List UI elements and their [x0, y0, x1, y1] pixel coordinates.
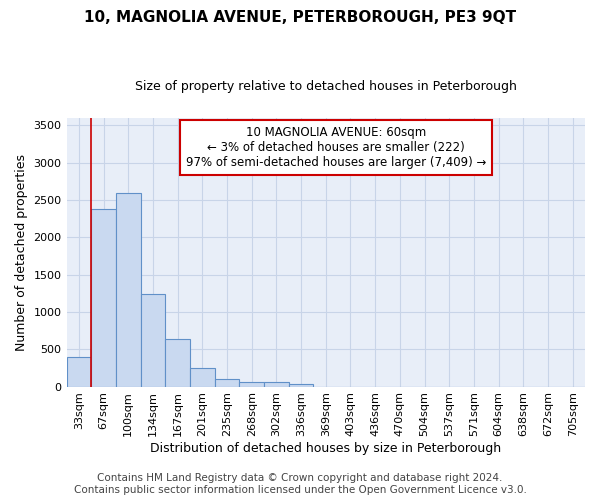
Bar — [165, 339, 190, 386]
X-axis label: Distribution of detached houses by size in Peterborough: Distribution of detached houses by size … — [150, 442, 502, 455]
Bar — [91, 209, 116, 386]
Bar — [264, 382, 289, 386]
Bar — [67, 358, 91, 386]
Bar — [215, 380, 239, 386]
Bar — [140, 294, 165, 386]
Bar — [190, 368, 215, 386]
Y-axis label: Number of detached properties: Number of detached properties — [15, 154, 28, 350]
Bar — [239, 382, 264, 386]
Text: 10, MAGNOLIA AVENUE, PETERBOROUGH, PE3 9QT: 10, MAGNOLIA AVENUE, PETERBOROUGH, PE3 9… — [84, 10, 516, 25]
Title: Size of property relative to detached houses in Peterborough: Size of property relative to detached ho… — [135, 80, 517, 93]
Bar — [116, 193, 140, 386]
Bar — [289, 384, 313, 386]
Text: 10 MAGNOLIA AVENUE: 60sqm
← 3% of detached houses are smaller (222)
97% of semi-: 10 MAGNOLIA AVENUE: 60sqm ← 3% of detach… — [186, 126, 487, 169]
Text: Contains HM Land Registry data © Crown copyright and database right 2024.
Contai: Contains HM Land Registry data © Crown c… — [74, 474, 526, 495]
